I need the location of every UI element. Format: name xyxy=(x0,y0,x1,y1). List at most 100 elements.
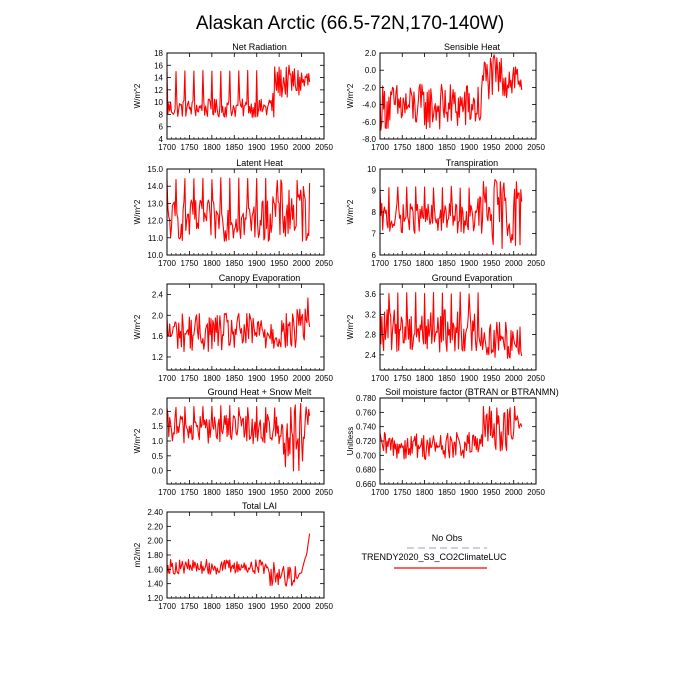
series-line-sensible-heat xyxy=(379,54,523,131)
x-tick-label: 2000 xyxy=(505,259,523,268)
x-tick-label: 1750 xyxy=(393,143,411,152)
y-tick-label: 1.20 xyxy=(147,594,163,603)
y-tick-label: 11.0 xyxy=(148,234,164,243)
x-tick-label: 1700 xyxy=(158,374,176,383)
x-tick-label: 1850 xyxy=(438,143,456,152)
x-tick-label: 1750 xyxy=(181,259,199,268)
x-tick-label: 1800 xyxy=(203,143,221,152)
y-tick-label: 4 xyxy=(159,135,164,144)
x-tick-label: 2050 xyxy=(315,602,333,611)
plot-frame-soil-moisture-factor-btran-or-btranmn xyxy=(379,397,537,485)
page-title: Alaskan Arctic (66.5-72N,170-140W) xyxy=(196,13,504,34)
x-tick-label: 2050 xyxy=(527,259,545,268)
y-tick-label: 2.0 xyxy=(365,49,377,58)
x-tick-label: 1900 xyxy=(460,259,478,268)
x-tick-label: 1800 xyxy=(416,259,434,268)
plot-frame-latent-heat xyxy=(166,168,325,256)
series-line-total-lai xyxy=(166,533,311,587)
y-tick-label: 2.4 xyxy=(152,290,164,299)
x-tick-label: 2050 xyxy=(527,488,545,497)
x-tick-label: 1750 xyxy=(393,259,411,268)
panel-title-latent-heat: Latent Heat xyxy=(236,158,283,168)
x-tick-label: 1800 xyxy=(416,143,434,152)
y-tick-label: 6 xyxy=(159,123,164,132)
x-tick-label: 1750 xyxy=(181,602,199,611)
panel-title-ground-heat-snow-melt: Ground Heat + Snow Melt xyxy=(208,387,312,397)
x-tick-label: 1750 xyxy=(393,374,411,383)
x-tick-label: 1700 xyxy=(371,143,389,152)
x-tick-label: 1800 xyxy=(416,488,434,497)
y-tick-label: 0.700 xyxy=(356,451,377,460)
y-tick-label: 2.0 xyxy=(152,311,164,320)
y-tick-label: 0.0 xyxy=(365,66,377,75)
y-tick-label: 3.2 xyxy=(365,310,377,319)
x-tick-label: 1950 xyxy=(483,143,501,152)
y-axis-label-net-radiation: W/m^2 xyxy=(133,83,142,108)
y-tick-label: -2.0 xyxy=(362,83,376,92)
y-tick-label: 0.0 xyxy=(152,467,164,476)
panel-ground-heat-snow-melt: 1700 1750 1800 1850 1900 1950 2000 2050 0.0 0.5 1.… xyxy=(133,387,333,497)
x-tick-label: 1700 xyxy=(371,374,389,383)
panel-total-lai: 1700 1750 1800 1850 1900 1950 2000 2050 1.20 1.40… xyxy=(133,501,333,611)
panel-title-transpiration: Transpiration xyxy=(446,158,498,168)
legend: No Obs TRENDY2020_S3_CO2ClimateLUC xyxy=(361,533,507,569)
y-tick-label: 0.680 xyxy=(356,466,377,475)
x-tick-label: 1700 xyxy=(158,488,176,497)
x-tick-label: 1700 xyxy=(158,143,176,152)
y-tick-label: 10.0 xyxy=(147,251,163,260)
x-tick-label: 1950 xyxy=(270,374,288,383)
y-tick-label: 2.40 xyxy=(147,508,163,517)
y-tick-label: 1.2 xyxy=(152,353,164,362)
x-tick-label: 2000 xyxy=(293,259,311,268)
y-tick-label: 16 xyxy=(154,61,163,70)
y-tick-label: 0.740 xyxy=(356,423,377,432)
y-tick-label: 13.0 xyxy=(147,199,163,208)
x-tick-label: 1750 xyxy=(181,143,199,152)
y-tick-label: 12 xyxy=(154,86,163,95)
x-tick-label: 2050 xyxy=(315,488,333,497)
x-tick-label: 1850 xyxy=(438,488,456,497)
plot-frame-ground-evaporation xyxy=(379,283,537,371)
y-axis-label-canopy-evaporation: W/m^2 xyxy=(133,314,142,339)
series-line-ground-heat-snow-melt xyxy=(166,403,311,472)
x-tick-label: 1700 xyxy=(371,488,389,497)
y-tick-label: 1.0 xyxy=(152,437,164,446)
x-tick-label: 1900 xyxy=(248,143,266,152)
series-line-ground-evaporation xyxy=(379,291,523,359)
x-tick-label: 1850 xyxy=(225,602,243,611)
panel-canopy-evaporation: 1700 1750 1800 1850 1900 1950 2000 2050 1.2 1.6 2.… xyxy=(133,273,333,383)
series-line-latent-heat xyxy=(166,177,311,242)
panel-transpiration: 1700 1750 1800 1850 1900 1950 2000 2050 6 7 8 9 10 Tr… xyxy=(346,158,545,268)
y-axis-label-total-lai: m2/m2 xyxy=(133,542,142,567)
series-line-soil-moisture-factor-btran-or-btranmn xyxy=(379,405,523,461)
x-tick-label: 2050 xyxy=(527,374,545,383)
y-tick-label: 12.0 xyxy=(147,217,163,226)
x-tick-label: 2050 xyxy=(315,143,333,152)
x-tick-label: 1900 xyxy=(248,374,266,383)
y-tick-label: 0.720 xyxy=(356,437,377,446)
panel-sensible-heat: 1700 1750 1800 1850 1900 1950 2000 2050 -8.0 -6.0… xyxy=(346,42,545,152)
x-tick-label: 2000 xyxy=(505,488,523,497)
y-tick-label: 18 xyxy=(154,49,163,58)
x-tick-label: 1700 xyxy=(371,259,389,268)
x-tick-label: 2050 xyxy=(315,259,333,268)
x-tick-label: 1850 xyxy=(225,143,243,152)
panel-title-net-radiation: Net Radiation xyxy=(232,42,287,52)
y-tick-label: 7 xyxy=(372,230,377,239)
x-tick-label: 2000 xyxy=(293,488,311,497)
x-tick-label: 1950 xyxy=(270,259,288,268)
y-axis-label-ground-evaporation: W/m^2 xyxy=(346,314,355,339)
x-tick-label: 2000 xyxy=(505,143,523,152)
y-axis-label-latent-heat: W/m^2 xyxy=(133,199,142,224)
panel-title-total-lai: Total LAI xyxy=(242,501,277,511)
x-tick-label: 1700 xyxy=(158,259,176,268)
series-line-transpiration xyxy=(379,179,523,250)
x-tick-label: 1900 xyxy=(460,374,478,383)
x-tick-label: 1750 xyxy=(393,488,411,497)
y-tick-label: 1.40 xyxy=(147,580,163,589)
x-tick-label: 2000 xyxy=(293,374,311,383)
x-tick-label: 1950 xyxy=(270,143,288,152)
x-tick-label: 1800 xyxy=(203,602,221,611)
x-tick-label: 1900 xyxy=(248,259,266,268)
